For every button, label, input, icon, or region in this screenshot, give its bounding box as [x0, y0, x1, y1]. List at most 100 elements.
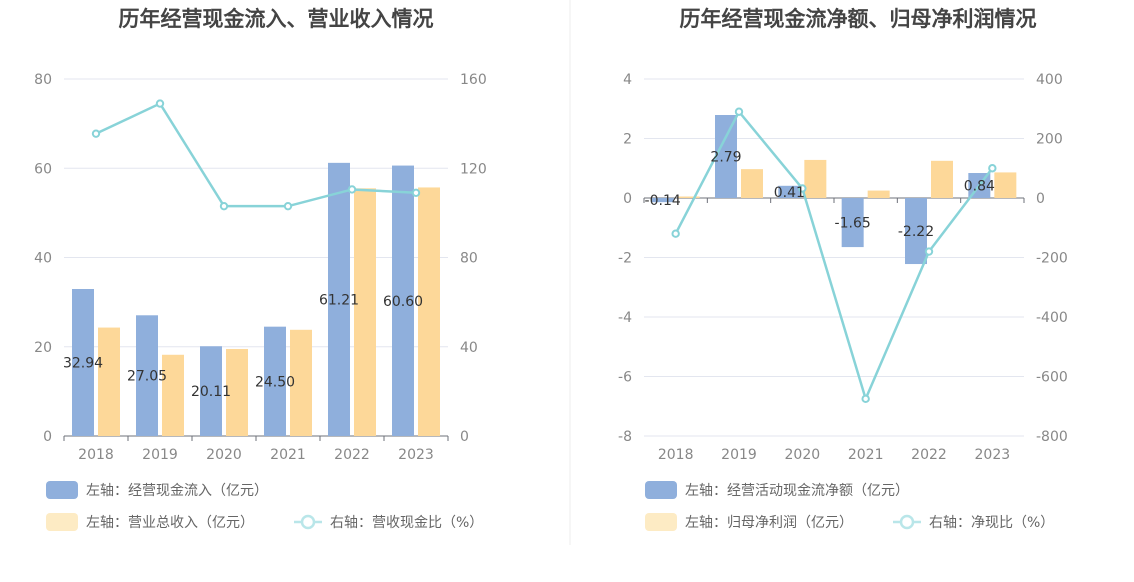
bar-series-2: [677, 196, 700, 198]
chart-title: 历年经营现金流净额、归母净利润情况: [680, 7, 1037, 31]
x-tick-label: 2020: [206, 447, 242, 463]
y-right-tick-label: -200: [1036, 251, 1068, 267]
line-point: [219, 201, 229, 211]
bar-series-1: [200, 346, 222, 436]
y-right-tick-label: 120: [460, 161, 487, 177]
x-tick-label: 2022: [334, 447, 370, 463]
data-label: 20.11: [191, 384, 231, 400]
bar-series-1: [715, 114, 737, 198]
x-tick-label: 2021: [848, 447, 884, 463]
data-label: -2.22: [898, 224, 934, 240]
bar-series-2: [804, 159, 827, 198]
y-left-tick-label: 0: [43, 429, 52, 445]
legend-label: 左轴：经营现金流入（亿元）: [86, 483, 268, 499]
y-left-tick-label: 4: [623, 72, 632, 88]
data-label: 0.41: [774, 185, 805, 201]
bar-series-2: [290, 329, 312, 436]
y-left-tick-label: 80: [34, 72, 52, 88]
legend-label: 右轴：净现比（%）: [929, 515, 1054, 531]
bar-series-2: [226, 348, 248, 436]
bar-series-1: [328, 162, 350, 436]
line-point: [91, 129, 101, 138]
legend-label: 右轴：营收现金比（%）: [330, 515, 483, 531]
line-point: [734, 107, 744, 116]
y-left-tick-label: 2: [623, 132, 632, 148]
y-right-tick-label: 400: [1036, 72, 1063, 88]
line-point: [283, 201, 293, 211]
data-label: -0.14: [645, 193, 681, 209]
data-label: 24.50: [255, 374, 295, 390]
y-right-tick-label: 0: [460, 429, 469, 445]
legend-swatch: [46, 513, 78, 531]
bar-series-1: [905, 198, 927, 265]
line-point: [798, 184, 807, 193]
legend-swatch: [645, 481, 677, 499]
x-tick-label: 2023: [398, 447, 434, 463]
bar-series-1: [136, 315, 158, 436]
y-left-tick-label: -4: [618, 310, 632, 326]
bar-series-2: [98, 327, 120, 436]
bar-series-2: [354, 188, 376, 436]
bar-series-2: [741, 169, 763, 198]
legend-swatch: [645, 513, 677, 531]
x-tick-label: 2018: [658, 447, 694, 463]
bar-series-1: [392, 165, 414, 436]
y-left-tick-label: -2: [618, 251, 632, 267]
bar-series-2: [162, 354, 184, 436]
y-right-tick-label: 40: [460, 340, 478, 356]
y-left-tick-label: 0: [623, 191, 632, 207]
bar-series-1: [264, 326, 286, 436]
y-right-tick-label: -400: [1036, 310, 1068, 326]
bar-series-2: [867, 190, 890, 198]
bar-series-1: [778, 185, 801, 198]
line-point: [155, 99, 165, 108]
bar-series-2: [418, 187, 440, 436]
y-left-tick-label: 40: [34, 251, 52, 267]
x-tick-label: 2023: [975, 447, 1011, 463]
bar-series-2: [931, 160, 953, 198]
legend-label: 左轴：营业总收入（亿元）: [86, 515, 254, 531]
y-right-tick-label: 200: [1036, 132, 1063, 148]
line-point: [411, 188, 421, 197]
y-left-tick-label: 20: [34, 340, 52, 356]
data-label: -1.65: [835, 216, 871, 232]
y-right-tick-label: -800: [1036, 429, 1068, 445]
line-point: [924, 247, 934, 256]
legend-swatch: [46, 481, 78, 499]
line-point: [988, 164, 997, 173]
line-point: [347, 185, 357, 194]
y-left-tick-label: -6: [618, 370, 632, 386]
x-tick-label: 2022: [911, 447, 947, 463]
x-tick-label: 2021: [270, 447, 306, 463]
bar-series-1: [841, 198, 864, 248]
data-label: 61.21: [319, 292, 359, 308]
data-label: 0.84: [964, 179, 995, 195]
bar-series-1: [72, 289, 94, 436]
data-label: 32.94: [63, 356, 103, 372]
legend-swatch: [300, 514, 316, 530]
chart-title: 历年经营现金流入、营业收入情况: [119, 7, 434, 31]
bar-series-1: [651, 198, 674, 203]
legend-label: 左轴：归母净利润（亿元）: [685, 514, 853, 531]
data-label: 60.60: [383, 294, 423, 310]
y-right-tick-label: -600: [1036, 370, 1068, 386]
x-tick-label: 2020: [785, 447, 821, 463]
data-label: 27.05: [127, 369, 167, 385]
y-right-tick-label: 80: [460, 251, 478, 267]
bar-series-2: [994, 172, 1017, 198]
legend-swatch: [899, 514, 915, 530]
y-right-tick-label: 160: [460, 72, 487, 88]
line-point: [671, 229, 680, 238]
chart-net-cashflow-net-profit: 历年经营现金流净额、归母净利润情况 -8 -6 -4 -2 0 2 4 -800 -600 -40…: [618, 7, 1068, 531]
y-left-tick-label: -8: [618, 429, 632, 445]
x-tick-label: 2019: [721, 447, 757, 463]
data-label: 2.79: [710, 149, 741, 165]
line-series: [674, 109, 994, 403]
chart-cashflow-inflow-revenue: 历年经营现金流入、营业收入情况 0 20 40 60 80 0 40 80 120 160 2018…: [34, 7, 487, 531]
line-series: [95, 101, 417, 208]
line-point: [861, 394, 870, 404]
y-right-tick-label: 0: [1036, 191, 1045, 207]
legend-label: 左轴：经营活动现金流净额（亿元）: [685, 483, 909, 499]
y-left-tick-label: 60: [34, 161, 52, 177]
